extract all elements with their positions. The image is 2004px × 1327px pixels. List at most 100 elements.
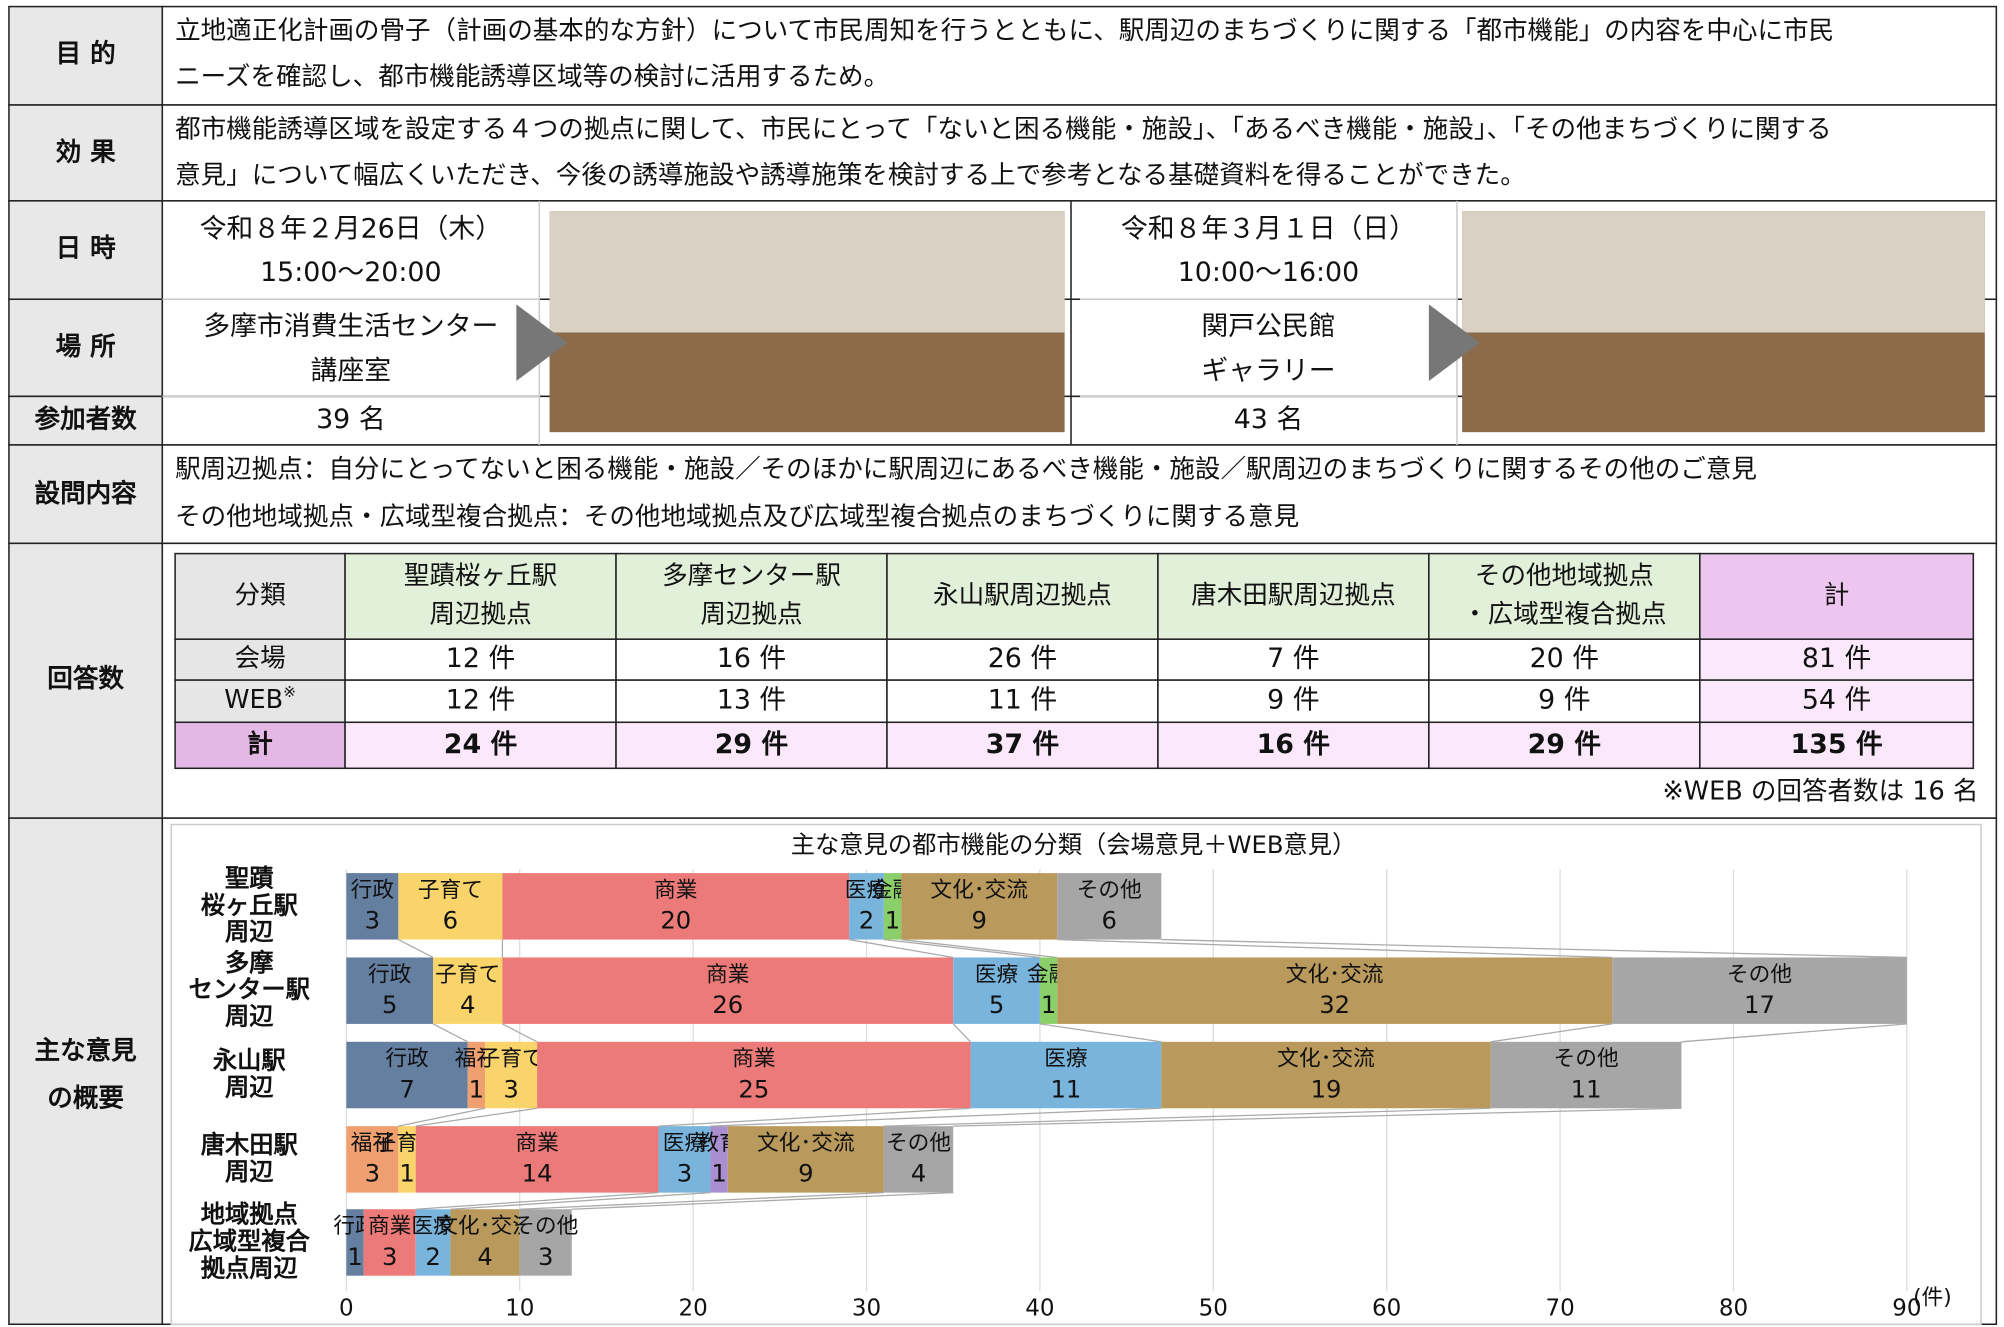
- header-text: 周辺拠点: [429, 600, 531, 630]
- label-cell: [9, 818, 162, 1324]
- photo-wall: [550, 211, 1065, 332]
- segment-value: 20: [660, 906, 691, 935]
- header-text: 多摩センター駅: [662, 561, 841, 591]
- value-text: 16 件: [717, 643, 786, 674]
- value-text: 24 件: [444, 729, 518, 760]
- segment-value: 3: [677, 1159, 692, 1188]
- header-text: 計: [1824, 580, 1850, 610]
- segment-name: 行政: [368, 962, 412, 987]
- time: 15:00～20:00: [260, 257, 441, 288]
- segment-value: 9: [798, 1159, 813, 1188]
- segment-name: 商業: [654, 878, 697, 903]
- value-text: 9 件: [1267, 685, 1319, 716]
- value-text: 81 件: [1802, 643, 1872, 674]
- category-label: 周辺: [225, 1157, 274, 1186]
- segment-value: 32: [1319, 990, 1350, 1019]
- segment-value: 5: [382, 990, 397, 1019]
- segment-value: 3: [503, 1074, 518, 1103]
- category-label: 永山駅: [213, 1046, 287, 1075]
- segment-name: 行政: [351, 878, 395, 903]
- header-text: ・広域型複合拠点: [1462, 600, 1666, 630]
- chart-title: 主な意見の都市機能の分類（会場意見＋WEB意見）: [791, 830, 1357, 859]
- value-text: 26 件: [988, 643, 1058, 674]
- segment-value: 4: [460, 990, 475, 1019]
- row-label: 参加者数: [35, 405, 138, 435]
- row-label: の概要: [47, 1083, 124, 1113]
- x-tick-label: 30: [852, 1295, 881, 1321]
- place: ギャラリー: [1201, 356, 1335, 387]
- place: 関戸公民館: [1201, 311, 1335, 342]
- segment-value: 14: [522, 1159, 553, 1188]
- value-text: 9 件: [1538, 685, 1590, 716]
- segment-name: その他: [886, 1131, 951, 1156]
- value-text: 54 件: [1802, 685, 1872, 716]
- segment-name: 文化･交流: [1277, 1047, 1375, 1072]
- segment-value: 2: [859, 906, 874, 935]
- row-label: 設問内容: [35, 479, 138, 509]
- category-label: 周辺: [225, 1072, 274, 1101]
- date: 令和８年２月26日（木）: [200, 214, 502, 245]
- segment-value: 1: [399, 1159, 414, 1188]
- segment-value: 3: [538, 1242, 553, 1271]
- category-label: 広域型複合: [189, 1226, 311, 1255]
- value-text: 16 件: [1257, 729, 1331, 760]
- segment-name: その他: [1554, 1047, 1619, 1072]
- segment-value: 4: [477, 1242, 492, 1271]
- segment-name: 商業: [732, 1047, 775, 1072]
- time: 10:00～16:00: [1178, 257, 1359, 288]
- value-text: 12 件: [446, 643, 516, 674]
- x-tick-label: 0: [339, 1295, 354, 1321]
- x-tick-label: 50: [1199, 1295, 1228, 1321]
- category-label: 拠点周辺: [201, 1253, 299, 1282]
- header-text: 周辺拠点: [700, 600, 802, 630]
- segment-value: 1: [1041, 990, 1056, 1019]
- x-tick-label: 70: [1545, 1295, 1574, 1321]
- place: 講座室: [311, 356, 391, 387]
- segment-name: 文化･交流: [930, 878, 1028, 903]
- segment-name: 子育て: [435, 962, 500, 987]
- segment-name: 医療: [975, 962, 1019, 987]
- x-unit: (件): [1913, 1286, 1952, 1311]
- segment-value: 4: [911, 1159, 926, 1188]
- segment-value: 11: [1050, 1074, 1081, 1103]
- segment-name: 文化･交流: [757, 1131, 855, 1156]
- value-text: 12 件: [446, 685, 516, 716]
- row-header-text: 会場: [235, 644, 286, 674]
- header-text: 聖蹟桜ヶ丘駅: [404, 561, 557, 591]
- segment-value: 6: [1102, 906, 1117, 935]
- x-tick-label: 40: [1025, 1295, 1054, 1321]
- header-text: 分類: [235, 580, 286, 610]
- row-text: 立地適正化計画の骨子（計画の基本的な方針）について市民周知を行うとともに、駅周辺…: [175, 16, 1834, 46]
- segment-value: 3: [382, 1242, 397, 1271]
- segment-value: 1: [469, 1074, 484, 1103]
- row-header-text: 計: [247, 729, 273, 759]
- segment-value: 5: [989, 990, 1004, 1019]
- category-label: 地域拠点: [201, 1200, 298, 1229]
- row-label: 日 時: [56, 233, 116, 263]
- segment-name: 商業: [706, 962, 749, 987]
- segment-name: 商業: [368, 1214, 411, 1239]
- note-mark: ※: [283, 683, 296, 701]
- value-text: 13 件: [717, 685, 786, 716]
- segment-value: 3: [365, 906, 380, 935]
- segment-value: 1: [885, 906, 900, 935]
- segment-name: 医療: [1044, 1047, 1088, 1072]
- segment-name: その他: [513, 1214, 578, 1239]
- segment-name: 行政: [385, 1047, 429, 1072]
- value-text: 29 件: [1528, 729, 1602, 760]
- row-label: 回答数: [47, 664, 124, 694]
- value-text: 37 件: [986, 729, 1060, 760]
- value-text: 7 件: [1267, 643, 1319, 674]
- segment-name: 子育て: [478, 1047, 543, 1072]
- note: ※WEB の回答者数は 16 名: [1662, 777, 1978, 807]
- header-text: 永山駅周辺拠点: [933, 580, 1112, 610]
- segment-value: 7: [399, 1074, 414, 1103]
- segment-value: 25: [738, 1074, 769, 1103]
- row-label: 効 果: [56, 138, 116, 168]
- row-label: 主な意見: [35, 1036, 138, 1066]
- participants: 43 名: [1234, 404, 1304, 435]
- place: 多摩市消費生活センター: [203, 311, 498, 342]
- x-tick-label: 60: [1372, 1295, 1401, 1321]
- category-label: 唐木田駅: [201, 1130, 299, 1159]
- value-text: 11 件: [988, 685, 1058, 716]
